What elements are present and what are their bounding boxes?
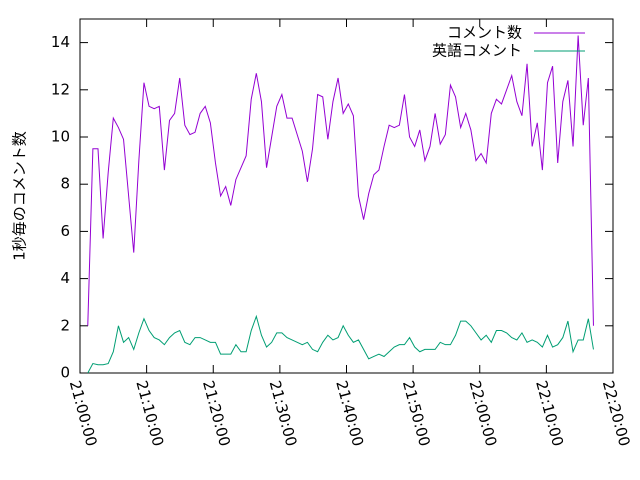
- y-tick-label: 12: [51, 80, 70, 98]
- x-tick-label: 21:20:00: [199, 379, 234, 449]
- x-tick-label: 22:10:00: [532, 379, 567, 449]
- y-tick-label: 14: [51, 33, 70, 51]
- y-tick-label: 0: [60, 364, 70, 382]
- y-tick-label: 4: [60, 269, 70, 287]
- series-line: [87, 314, 594, 374]
- y-axis-label: 1秒毎のコメント数: [11, 131, 29, 261]
- series-line: [87, 35, 594, 326]
- x-tick-label: 21:10:00: [132, 379, 167, 449]
- x-tick-label: 21:00:00: [66, 379, 101, 449]
- y-tick-label: 6: [60, 222, 70, 240]
- x-tick-label: 22:20:00: [599, 379, 634, 449]
- x-tick-label: 21:50:00: [399, 379, 434, 449]
- x-tick-label: 21:40:00: [332, 379, 367, 449]
- y-tick-label: 2: [60, 316, 70, 334]
- plot-border: [79, 18, 614, 374]
- y-tick-label: 8: [60, 175, 70, 193]
- legend-label: 英語コメント: [432, 42, 522, 60]
- legend-label: コメント数: [447, 24, 522, 42]
- y-tick-label: 10: [51, 128, 70, 146]
- x-tick-label: 21:30:00: [266, 379, 301, 449]
- x-tick-label: 22:00:00: [466, 379, 501, 449]
